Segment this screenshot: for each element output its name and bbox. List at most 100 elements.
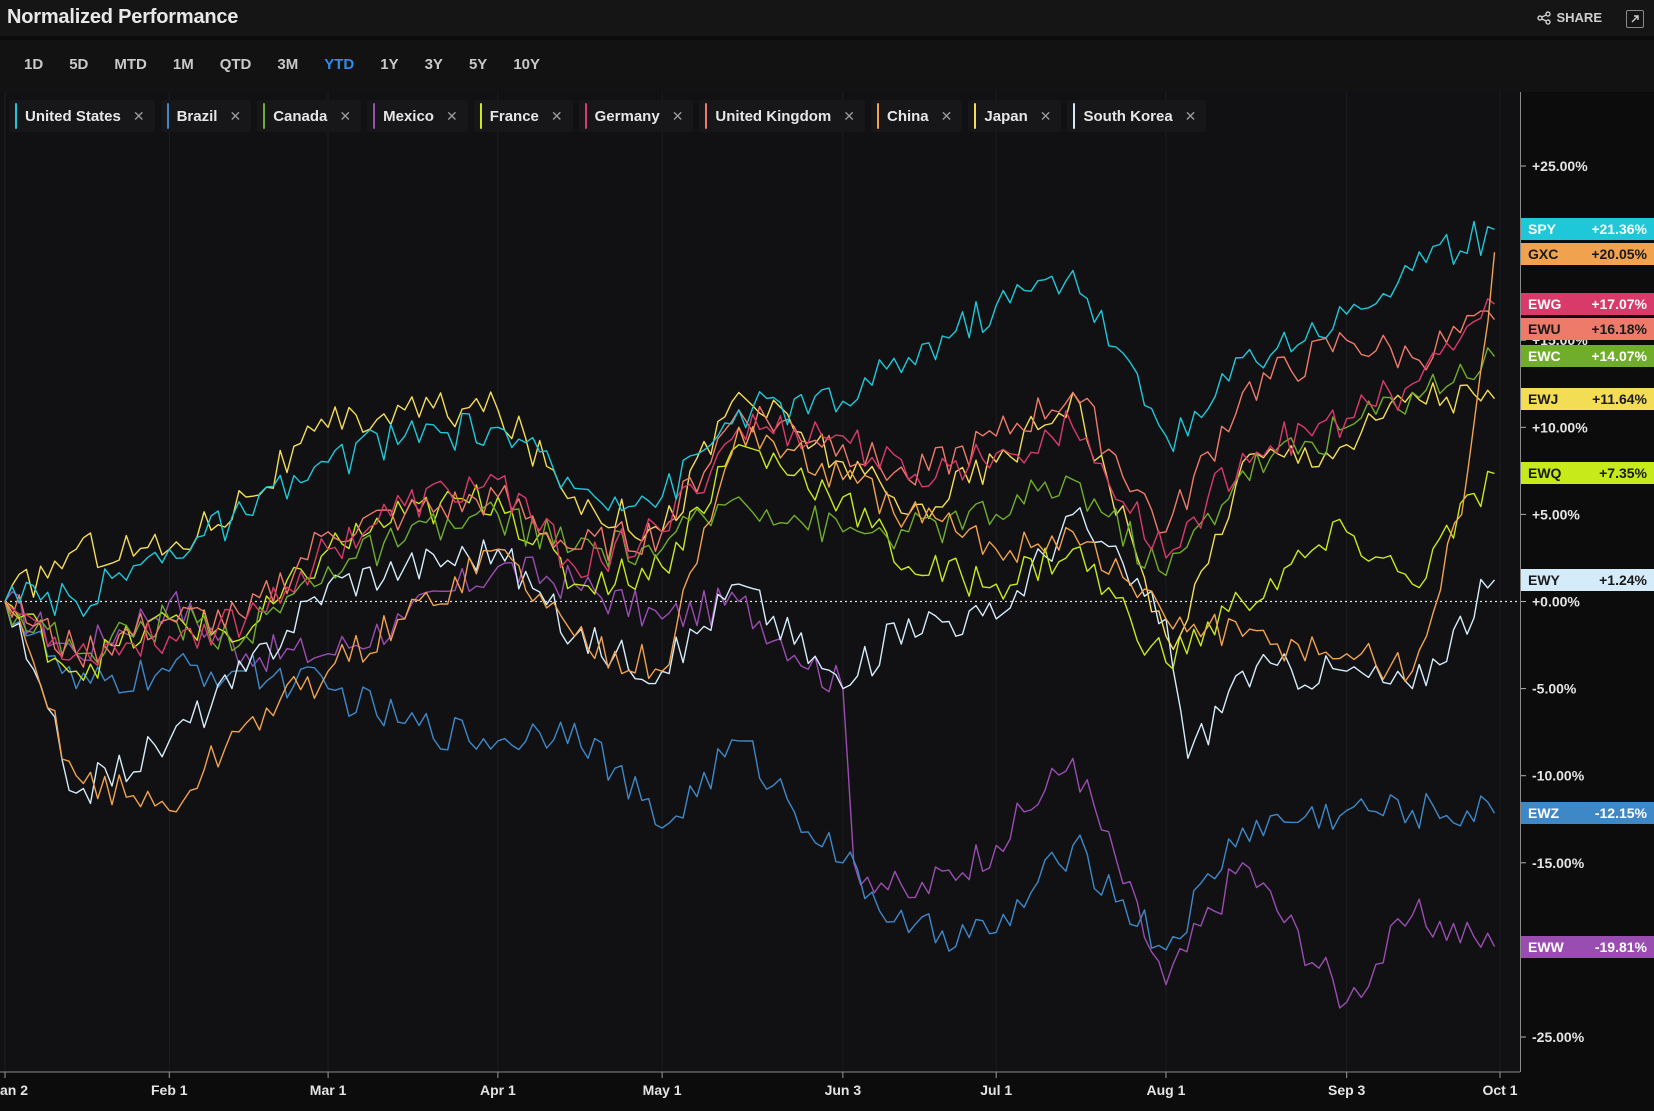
value-tag-eww: EWW -19.81%: [1521, 935, 1654, 958]
close-icon[interactable]: ✕: [550, 107, 563, 124]
tab-1y[interactable]: 1Y: [380, 56, 399, 73]
expand-button[interactable]: [1626, 10, 1644, 28]
close-icon[interactable]: ✕: [132, 107, 145, 124]
tag-value: -19.81%: [1594, 938, 1647, 955]
chip-germany[interactable]: Germany ✕: [578, 100, 694, 132]
value-tag-ewc: EWC +14.07%: [1521, 345, 1654, 368]
y-tick-label: +0.00%: [1532, 594, 1580, 610]
y-tick-label: +10.00%: [1532, 419, 1588, 435]
x-tick-label: Mar 1: [310, 1082, 347, 1098]
x-tick-label: Oct 1: [1482, 1082, 1517, 1098]
chip-color-bar: [584, 103, 587, 129]
page-title: Normalized Performance: [7, 6, 239, 28]
y-tick-label: -5.00%: [1532, 681, 1577, 697]
performance-chart: +25.00%+15.00%+10.00%+5.00%+0.00%-5.00%-…: [0, 92, 1588, 1098]
tag-symbol: EWZ: [1528, 805, 1560, 822]
close-icon[interactable]: ✕: [940, 107, 953, 124]
close-icon[interactable]: ✕: [445, 107, 458, 124]
x-axis-panel: [0, 1072, 1520, 1111]
tab-3y[interactable]: 3Y: [424, 56, 443, 73]
chip-label: United Kingdom: [715, 107, 832, 125]
value-tag-ewq: EWQ +7.35%: [1521, 462, 1654, 485]
series-line-ewc: [4, 347, 1496, 664]
title-bar: [0, 0, 1654, 36]
tab-5y[interactable]: 5Y: [468, 56, 488, 73]
tag-value: +7.35%: [1599, 465, 1647, 482]
share-button[interactable]: SHARE: [1537, 10, 1602, 25]
series-line-gxc: [4, 252, 1496, 813]
chip-japan[interactable]: Japan ✕: [968, 100, 1062, 132]
x-tick-label: Sep 3: [1328, 1082, 1366, 1098]
tag-symbol: EWW: [1528, 938, 1564, 955]
series-chips: United States ✕ Brazil ✕ Canada ✕ Mexico ✕ Franc…: [9, 100, 1207, 132]
chip-label: Canada: [273, 107, 328, 125]
close-icon[interactable]: ✕: [671, 107, 684, 124]
chip-label: Japan: [984, 107, 1028, 125]
tag-symbol: EWG: [1528, 296, 1562, 313]
close-icon[interactable]: ✕: [339, 107, 352, 124]
chip-label: France: [489, 107, 539, 125]
tag-symbol: SPY: [1528, 221, 1557, 238]
tab-5d[interactable]: 5D: [69, 56, 89, 73]
close-icon[interactable]: ✕: [1184, 107, 1197, 124]
chip-color-bar: [15, 103, 17, 129]
series-line-ewg: [4, 298, 1495, 667]
chip-label: Germany: [594, 107, 660, 125]
tab-1d[interactable]: 1D: [24, 56, 44, 73]
chip-color-bar: [974, 103, 977, 129]
chip-france[interactable]: France ✕: [473, 100, 573, 132]
tag-value: +16.18%: [1591, 321, 1647, 338]
y-tick-label: -25.00%: [1532, 1029, 1585, 1045]
value-tag-ewg: EWG +17.07%: [1521, 293, 1654, 316]
y-tick-label: -15.00%: [1532, 855, 1585, 871]
close-icon[interactable]: ✕: [229, 107, 242, 124]
x-tick-label: Aug 1: [1147, 1082, 1186, 1098]
chip-brazil[interactable]: Brazil ✕: [160, 100, 252, 132]
chip-label: Brazil: [176, 107, 218, 125]
value-tag-ewj: EWJ +11.64%: [1521, 387, 1654, 410]
x-tick-label: Apr 1: [480, 1082, 516, 1098]
y-tick-label: +25.00%: [1532, 158, 1588, 174]
value-tag-ewz: EWZ -12.15%: [1521, 802, 1654, 825]
tab-qtd[interactable]: QTD: [219, 56, 252, 73]
chip-united-kingdom[interactable]: United Kingdom ✕: [699, 100, 865, 132]
tag-value: +17.07%: [1591, 296, 1647, 313]
timeframe-bar: [0, 40, 1654, 92]
chip-color-bar: [263, 103, 266, 129]
chip-south-korea[interactable]: South Korea ✕: [1067, 100, 1207, 132]
chip-canada[interactable]: Canada ✕: [257, 100, 362, 132]
chip-label: China: [886, 107, 929, 125]
value-tag-gxc: GXC +20.05%: [1521, 243, 1654, 266]
close-icon[interactable]: ✕: [1039, 107, 1052, 124]
chip-china[interactable]: China ✕: [870, 100, 963, 132]
chip-label: Mexico: [383, 107, 434, 125]
tab-ytd[interactable]: YTD: [324, 56, 355, 73]
chip-color-bar: [479, 103, 482, 129]
tag-value: -12.15%: [1594, 805, 1647, 822]
close-icon[interactable]: ✕: [843, 107, 855, 124]
tab-mtd[interactable]: MTD: [114, 56, 147, 73]
series-line-ewy: [4, 507, 1496, 805]
value-tag-ewy: EWY +1.24%: [1521, 568, 1654, 591]
value-tag-ewu: EWU +16.18%: [1521, 318, 1654, 341]
chip-color-bar: [705, 103, 708, 129]
tag-value: +20.05%: [1591, 246, 1647, 263]
y-tick-label: +5.00%: [1532, 506, 1580, 522]
expand-icon: [1631, 15, 1639, 23]
tag-symbol: EWY: [1528, 571, 1560, 588]
tab-10y[interactable]: 10Y: [513, 56, 541, 73]
x-tick-label: May 1: [643, 1082, 682, 1098]
x-tick-label: Jul 1: [980, 1082, 1012, 1098]
x-tick-label: Feb 1: [151, 1082, 188, 1098]
chip-united-states[interactable]: United States ✕: [9, 100, 155, 132]
tab-1m[interactable]: 1M: [172, 56, 194, 73]
chip-mexico[interactable]: Mexico ✕: [367, 100, 468, 132]
tab-3m[interactable]: 3M: [277, 56, 299, 73]
x-tick-label: Jun 3: [825, 1082, 862, 1098]
chip-color-bar: [876, 103, 879, 129]
chip-label: South Korea: [1083, 107, 1173, 125]
x-tick-label: an 2: [0, 1082, 28, 1098]
series-line-spy: [4, 220, 1495, 617]
tag-value: +1.24%: [1599, 571, 1647, 588]
tag-symbol: EWC: [1528, 348, 1561, 365]
